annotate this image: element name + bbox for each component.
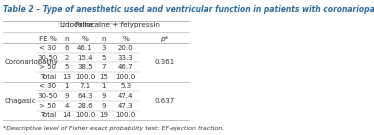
Text: 3: 3	[102, 45, 106, 51]
Text: 0.361: 0.361	[154, 59, 174, 65]
Text: 1: 1	[102, 83, 106, 90]
Text: 1: 1	[64, 83, 69, 90]
Text: %: %	[122, 36, 129, 42]
Text: 47.3: 47.3	[118, 103, 134, 109]
Text: 46.7: 46.7	[118, 64, 134, 70]
Text: %: %	[82, 36, 88, 42]
Text: n: n	[102, 36, 106, 42]
Text: 20.0: 20.0	[118, 45, 134, 51]
Text: 47.4: 47.4	[118, 93, 134, 99]
Text: Table 2 – Type of anesthetic used and ventricular function in patients with coro: Table 2 – Type of anesthetic used and ve…	[3, 5, 374, 14]
Text: 2: 2	[64, 55, 68, 60]
Text: Chagasic: Chagasic	[4, 98, 36, 104]
Text: 100.0: 100.0	[116, 112, 136, 118]
Text: 14: 14	[62, 112, 71, 118]
Text: FE %: FE %	[39, 36, 57, 42]
Text: Total: Total	[40, 112, 56, 118]
Text: 5.3: 5.3	[120, 83, 131, 90]
Text: 7: 7	[102, 64, 106, 70]
Text: n: n	[64, 36, 69, 42]
Text: < 30: < 30	[39, 45, 56, 51]
Text: Lidocaine: Lidocaine	[60, 22, 94, 28]
Text: 9: 9	[102, 93, 106, 99]
Text: > 50: > 50	[39, 64, 56, 70]
Text: 64.3: 64.3	[77, 93, 93, 99]
Text: 6: 6	[64, 45, 69, 51]
Text: p*: p*	[160, 36, 168, 42]
Text: 9: 9	[64, 93, 69, 99]
Text: 9: 9	[102, 103, 106, 109]
Text: 5: 5	[102, 55, 106, 60]
Text: Total: Total	[40, 74, 56, 80]
Text: 13: 13	[62, 74, 71, 80]
Text: > 50: > 50	[39, 103, 56, 109]
Text: Coronariopathy: Coronariopathy	[4, 59, 58, 65]
Text: 19: 19	[99, 112, 108, 118]
Text: 38.5: 38.5	[77, 64, 93, 70]
Text: 46.1: 46.1	[77, 45, 93, 51]
Text: 5: 5	[64, 64, 68, 70]
Text: 100.0: 100.0	[75, 112, 95, 118]
Text: 15: 15	[99, 74, 108, 80]
Text: 30-50: 30-50	[38, 55, 58, 60]
Text: 15.4: 15.4	[77, 55, 93, 60]
Text: 100.0: 100.0	[116, 74, 136, 80]
Text: 33.3: 33.3	[118, 55, 134, 60]
Text: 4: 4	[64, 103, 68, 109]
Text: 100.0: 100.0	[75, 74, 95, 80]
Text: 30-50: 30-50	[38, 93, 58, 99]
Text: 0.637: 0.637	[154, 98, 174, 104]
Text: 28.6: 28.6	[77, 103, 93, 109]
Text: < 30: < 30	[39, 83, 56, 90]
Text: 7.1: 7.1	[79, 83, 91, 90]
Text: *Descriptive level of Fisher exact probability test; EF-ejection fraction.: *Descriptive level of Fisher exact proba…	[3, 126, 224, 131]
Text: Prilocaine + felypressin: Prilocaine + felypressin	[75, 22, 160, 28]
